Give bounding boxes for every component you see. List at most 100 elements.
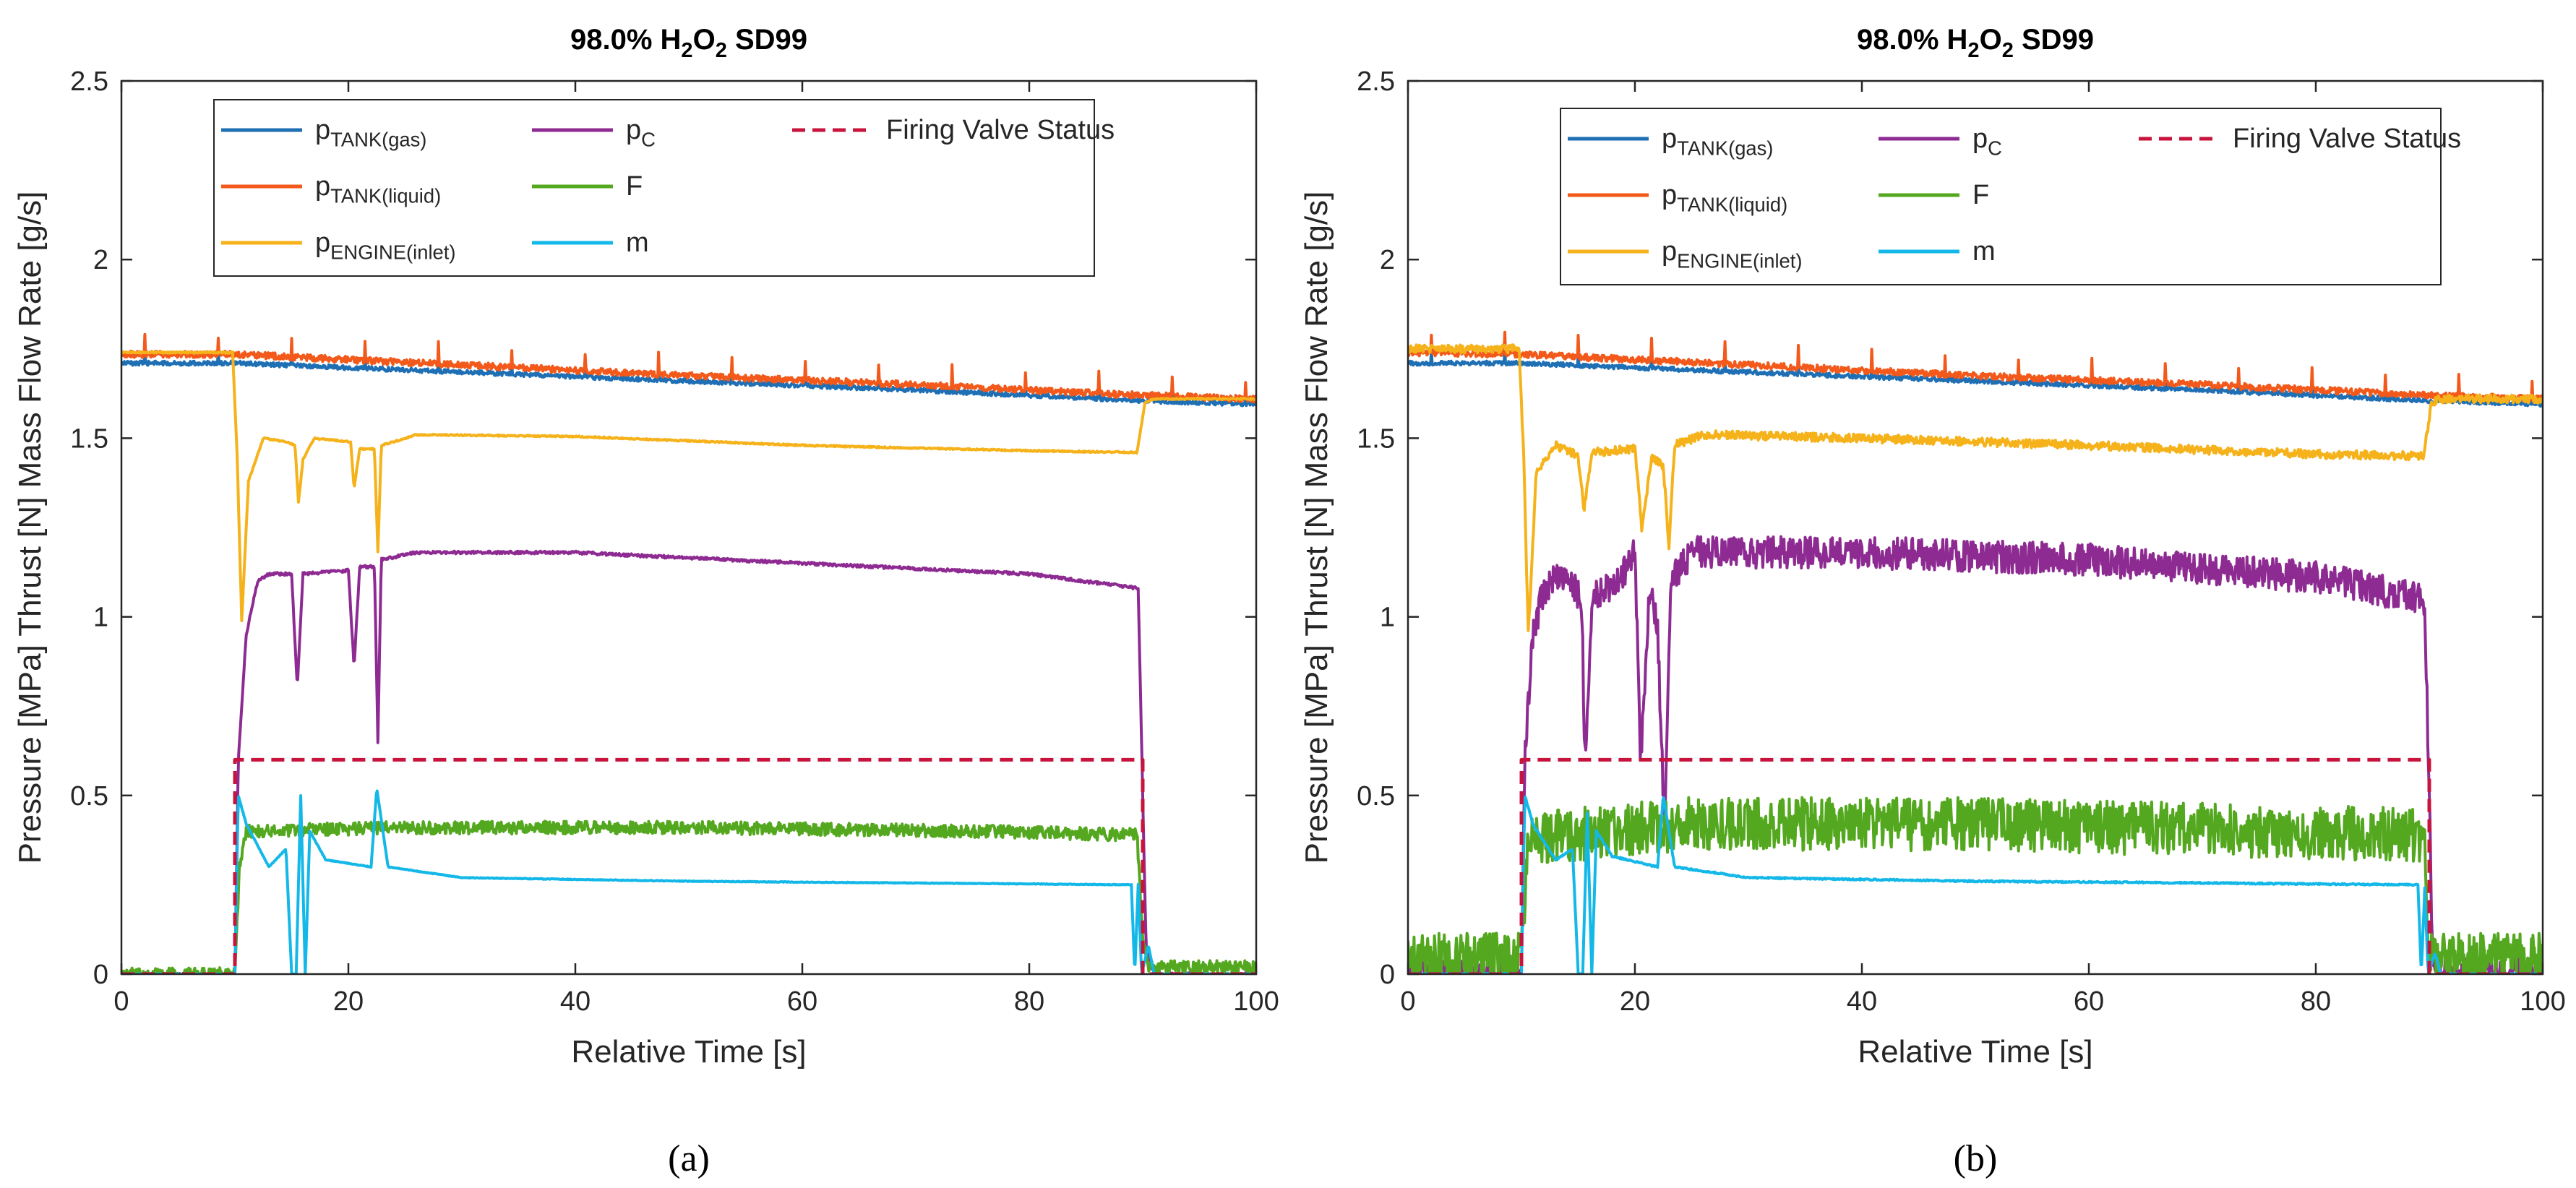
chart-title: 98.0% H2O2 SD99: [1857, 24, 2094, 62]
chart-title-part: SD99: [2014, 24, 2094, 56]
series-line-ptank_liquid: [1408, 330, 2543, 403]
chart-title-part: SD99: [727, 24, 807, 56]
legend-label-firing_valve: Firing Valve Status: [886, 115, 1115, 145]
legend-label-pc-base: p: [1972, 124, 1988, 154]
y-tick-label: 0.5: [70, 781, 108, 812]
legend-label-thrust: F: [626, 171, 643, 202]
legend-label-mdot: m: [1972, 236, 1996, 267]
chart-title-part: O: [1980, 24, 2002, 56]
series-line-pc: [1408, 535, 2543, 974]
x-tick-label: 100: [1233, 986, 1279, 1017]
x-tick-label: 20: [1620, 986, 1650, 1017]
x-tick-label: 0: [113, 986, 129, 1017]
y-tick-label: 1: [93, 603, 108, 633]
legend-label-ptank_liquid-subscript: TANK(liquid): [330, 185, 441, 207]
legend-label-pc: pC: [626, 115, 656, 151]
chart-title-subscript: 2: [2002, 39, 2014, 62]
y-tick-label: 0: [93, 960, 108, 990]
chart-title-subscript: 2: [681, 39, 692, 62]
x-tick-label: 20: [333, 986, 364, 1017]
chart-title-subscript: 2: [716, 39, 727, 62]
x-tick-label: 60: [2074, 986, 2104, 1017]
legend-label-ptank_liquid-base: p: [315, 171, 330, 202]
series-group: [1408, 330, 2543, 974]
chart-title-part: 98.0% H: [1857, 24, 1967, 56]
legend-label-ptank_liquid-base: p: [1662, 180, 1677, 210]
legend-label-ptank_gas-subscript: TANK(gas): [1677, 137, 1773, 160]
legend-label-firing_valve-base: Firing Valve Status: [886, 115, 1115, 145]
y-tick-label: 1.5: [1357, 423, 1395, 454]
legend-label-firing_valve: Firing Valve Status: [2233, 124, 2461, 154]
legend-label-ptank_liquid-subscript: TANK(liquid): [1677, 194, 1787, 216]
legend-label-ptank_liquid: pTANK(liquid): [1662, 180, 1787, 216]
legend-label-pengine_inlet: pENGINE(inlet): [1662, 236, 1802, 272]
y-axis-label: Pressure [MPa] Thrust [N] Mass Flow Rate…: [12, 191, 48, 864]
chart-title-subscript: 2: [1967, 39, 1979, 62]
legend-label-pengine_inlet-subscript: ENGINE(inlet): [330, 241, 455, 264]
legend-label-pc-base: p: [626, 115, 641, 145]
series-line-ptank_gas: [121, 346, 1256, 408]
series-line-pengine_inlet: [121, 350, 1256, 622]
legend-label-mdot: m: [626, 228, 649, 258]
y-tick-label: 2: [93, 245, 108, 275]
legend-label-ptank_gas-base: p: [1662, 124, 1677, 154]
panel-label: (b): [1954, 1138, 1998, 1179]
y-tick-label: 2.5: [1357, 66, 1395, 97]
legend-label-ptank_liquid: pTANK(liquid): [315, 171, 441, 207]
x-axis-label: Relative Time [s]: [571, 1034, 806, 1069]
legend-box: [1560, 108, 2442, 285]
series-group: [121, 332, 1256, 974]
legend-box: [213, 99, 1095, 277]
y-tick-label: 1.5: [70, 423, 108, 454]
series-line-ptank_liquid: [121, 332, 1256, 404]
legend-label-ptank_gas: pTANK(gas): [315, 115, 426, 151]
legend-label-pengine_inlet-subscript: ENGINE(inlet): [1677, 250, 1802, 272]
legend: pTANK(gas) pC Firing Valve StatuspTANK(liq…: [213, 99, 1115, 277]
panel-label: (a): [668, 1138, 710, 1179]
y-axis-label: Pressure [MPa] Thrust [N] Mass Flow Rate…: [1299, 191, 1334, 864]
x-tick-label: 40: [560, 986, 591, 1017]
axes-box: [120, 79, 1258, 976]
legend-label-mdot-base: m: [1972, 236, 1996, 267]
x-tick-label: 80: [1014, 986, 1044, 1017]
x-tick-label: 40: [1847, 986, 1877, 1017]
y-tick-label: 0: [1380, 960, 1395, 990]
series-line-mdot: [121, 789, 1256, 974]
legend-label-pengine_inlet-base: p: [315, 228, 330, 258]
chart-title-part: O: [693, 24, 716, 56]
series-line-mdot: [1408, 796, 2543, 974]
legend-label-pengine_inlet: pENGINE(inlet): [315, 228, 455, 264]
legend-label-firing_valve-base: Firing Valve Status: [2233, 124, 2461, 154]
legend-label-thrust: F: [1972, 180, 1989, 210]
chart-title: 98.0% H2O2 SD99: [570, 24, 807, 62]
series-line-firing_valve: [1408, 757, 2543, 974]
legend-label-thrust-base: F: [1972, 180, 1989, 210]
series-line-firing_valve: [121, 757, 1256, 974]
x-axis-label: Relative Time [s]: [1858, 1034, 2092, 1069]
legend-label-pc: pC: [1972, 124, 2002, 160]
y-tick-label: 1: [1380, 603, 1395, 633]
x-tick-label: 100: [2520, 986, 2565, 1017]
legend: pTANK(gas) pC Firing Valve StatuspTANK(liq…: [1560, 108, 2461, 285]
legend-label-ptank_gas-subscript: TANK(gas): [330, 129, 426, 151]
legend-label-pc-subscript: C: [1988, 137, 2002, 160]
x-tick-label: 60: [787, 986, 817, 1017]
series-line-ptank_gas: [1408, 347, 2543, 408]
series-line-pengine_inlet: [1408, 343, 2543, 632]
legend-label-pc-subscript: C: [641, 129, 656, 151]
chart-title-part: 98.0% H: [570, 24, 681, 56]
x-tick-label: 0: [1400, 986, 1415, 1017]
legend-label-ptank_gas: pTANK(gas): [1662, 124, 1773, 160]
legend-label-thrust-base: F: [626, 171, 643, 202]
legend-label-mdot-base: m: [626, 228, 649, 258]
y-tick-label: 2: [1380, 245, 1395, 275]
legend-label-pengine_inlet-base: p: [1662, 236, 1677, 267]
series-line-pc: [121, 549, 1256, 974]
axes-box: [1407, 79, 2544, 976]
legend-label-ptank_gas-base: p: [315, 115, 330, 145]
y-tick-label: 2.5: [70, 66, 108, 97]
x-tick-label: 80: [2301, 986, 2331, 1017]
